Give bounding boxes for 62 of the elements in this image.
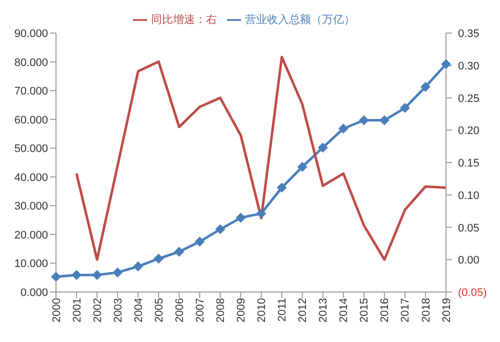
point: [215, 224, 226, 234]
point: [92, 270, 102, 280]
x-tick-label: 2008: [215, 298, 228, 322]
point: [236, 212, 246, 223]
point: [174, 246, 184, 257]
x-tick-label: 2005: [153, 298, 166, 322]
point: [358, 115, 369, 126]
point: [72, 270, 82, 280]
x-tick-label: 2016: [379, 298, 392, 322]
point: [338, 124, 348, 134]
y-tick-label: 80.000: [14, 56, 48, 69]
point: [256, 208, 266, 218]
y2-tick-label: 0.25: [458, 92, 480, 105]
point: [318, 142, 328, 153]
x-tick-label: 2017: [400, 298, 412, 322]
x-tick-label: 2000: [50, 298, 63, 322]
x-tick-label: 2018: [420, 298, 432, 322]
y2-tick-label: 0.05: [458, 222, 480, 234]
y2-tick-label: 0.30: [458, 60, 480, 72]
point: [441, 59, 451, 70]
legend-label: 同比增速：右: [151, 14, 217, 26]
point: [276, 182, 287, 193]
x-tick-label: 2002: [92, 298, 104, 322]
x-tick-label: 2009: [236, 298, 248, 322]
point: [194, 236, 205, 247]
y-tick-label: 0.000: [20, 286, 48, 299]
y2-tick-label: 0.15: [458, 158, 480, 170]
point: [297, 162, 308, 172]
point: [112, 267, 123, 278]
y2-tick-label: (0.05): [458, 287, 487, 299]
point: [400, 102, 410, 113]
x-tick-label: 2015: [358, 298, 371, 322]
x-tick-label: 2007: [194, 298, 206, 322]
y-tick-label: 20.000: [14, 229, 48, 242]
point: [379, 115, 390, 126]
y-tick-label: 90.000: [14, 28, 48, 40]
y2-tick-label: 0.35: [458, 28, 480, 40]
x-tick-label: 2004: [132, 298, 145, 322]
x-tick-label: 2003: [112, 298, 124, 322]
y-tick-label: 60.000: [14, 114, 48, 126]
x-tick-label: 2014: [338, 298, 350, 322]
x-tick-label: 2011: [276, 298, 289, 322]
y2-tick-label: 0.20: [458, 125, 480, 138]
x-tick-label: 2019: [440, 298, 453, 322]
point: [133, 261, 144, 272]
x-tick-label: 2013: [318, 298, 330, 322]
y-tick-label: 70.000: [14, 86, 48, 98]
y-tick-label: 50.000: [14, 143, 48, 156]
x-tick-label: 2010: [256, 298, 268, 322]
point: [51, 272, 61, 282]
y-tick-label: 40.000: [14, 172, 48, 184]
legend-label: 营业收入总额（万亿）: [245, 14, 355, 26]
line-series: [75, 56, 448, 261]
x-tick-label: 2006: [174, 298, 186, 322]
y2-tick-label: 0.00: [458, 254, 480, 267]
x-tick-label: 2001: [71, 298, 84, 322]
y-tick-label: 10.000: [14, 258, 48, 270]
y2-tick-label: 0.10: [458, 190, 480, 202]
x-tick-label: 2012: [297, 298, 310, 322]
point: [420, 82, 430, 92]
point: [154, 254, 164, 264]
y-tick-label: 30.000: [14, 200, 48, 213]
